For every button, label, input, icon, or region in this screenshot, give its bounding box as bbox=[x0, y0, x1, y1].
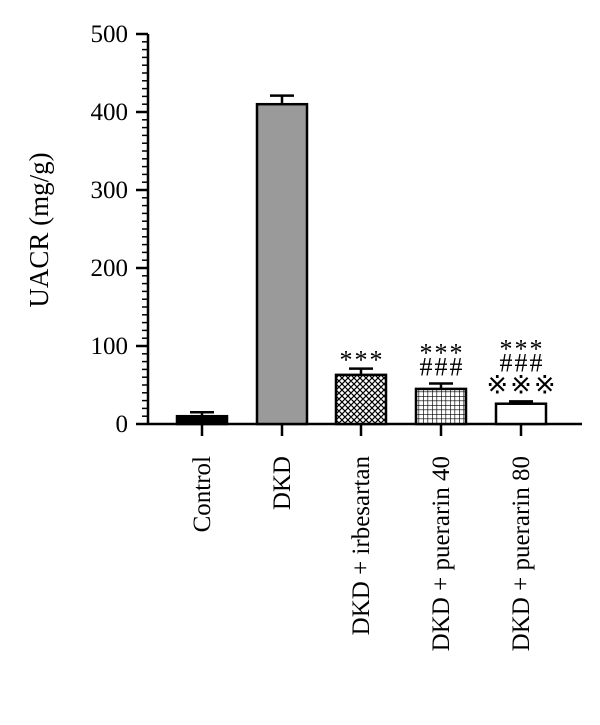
significance-label: *** bbox=[420, 338, 465, 367]
x-axis bbox=[148, 422, 582, 436]
bars bbox=[175, 102, 548, 426]
category-label: Control bbox=[189, 456, 216, 532]
significance-label: ### bbox=[420, 352, 465, 381]
y-tick-label: 300 bbox=[91, 177, 129, 204]
significance-label: *** bbox=[500, 334, 545, 363]
bar-dkd-irbesartan bbox=[334, 373, 388, 426]
category-label: DKD + puerarin 40 bbox=[428, 456, 455, 651]
y-axis-label: UACR (mg/g) bbox=[24, 152, 54, 307]
bar-dkd-puerarin-80 bbox=[494, 402, 548, 426]
y-tick-label: 100 bbox=[91, 333, 129, 360]
y-axis: 0 100 200 300 400 500 bbox=[91, 21, 150, 438]
y-tick-label: 500 bbox=[91, 21, 129, 48]
y-tick-label: 200 bbox=[91, 255, 129, 282]
bar-dkd-puerarin-40 bbox=[414, 387, 468, 426]
bar-control bbox=[175, 414, 229, 426]
category-labels: Control DKD DKD + irbesartan DKD + puerarin… bbox=[189, 456, 535, 652]
y-axis-title: UACR (mg/g) bbox=[24, 152, 54, 307]
y-tick-label: 400 bbox=[91, 99, 129, 126]
y-tick-label: 0 bbox=[116, 411, 129, 438]
significance-label: *** bbox=[340, 346, 385, 375]
significance-label: ※※※ bbox=[486, 370, 557, 399]
error-bars bbox=[190, 94, 533, 417]
category-label: DKD + irbesartan bbox=[348, 456, 375, 636]
category-label: DKD bbox=[269, 456, 296, 510]
bar-dkd bbox=[255, 102, 309, 426]
category-label: DKD + puerarin 80 bbox=[508, 456, 535, 651]
significance-label: ### bbox=[500, 348, 545, 377]
significance-annotations: *** ***###***###※※※ bbox=[340, 334, 557, 399]
